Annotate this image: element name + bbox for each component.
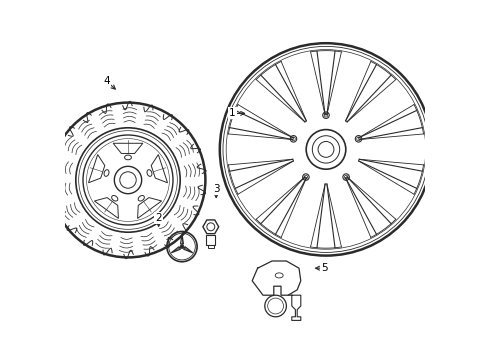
Circle shape <box>220 43 432 256</box>
Bar <box>206 235 216 245</box>
Text: 3: 3 <box>213 184 220 194</box>
Circle shape <box>50 103 205 257</box>
Text: 5: 5 <box>321 263 327 273</box>
Bar <box>208 245 214 248</box>
Circle shape <box>180 245 184 248</box>
Text: 4: 4 <box>103 76 110 86</box>
Text: 2: 2 <box>155 213 162 223</box>
Text: 1: 1 <box>229 108 236 118</box>
